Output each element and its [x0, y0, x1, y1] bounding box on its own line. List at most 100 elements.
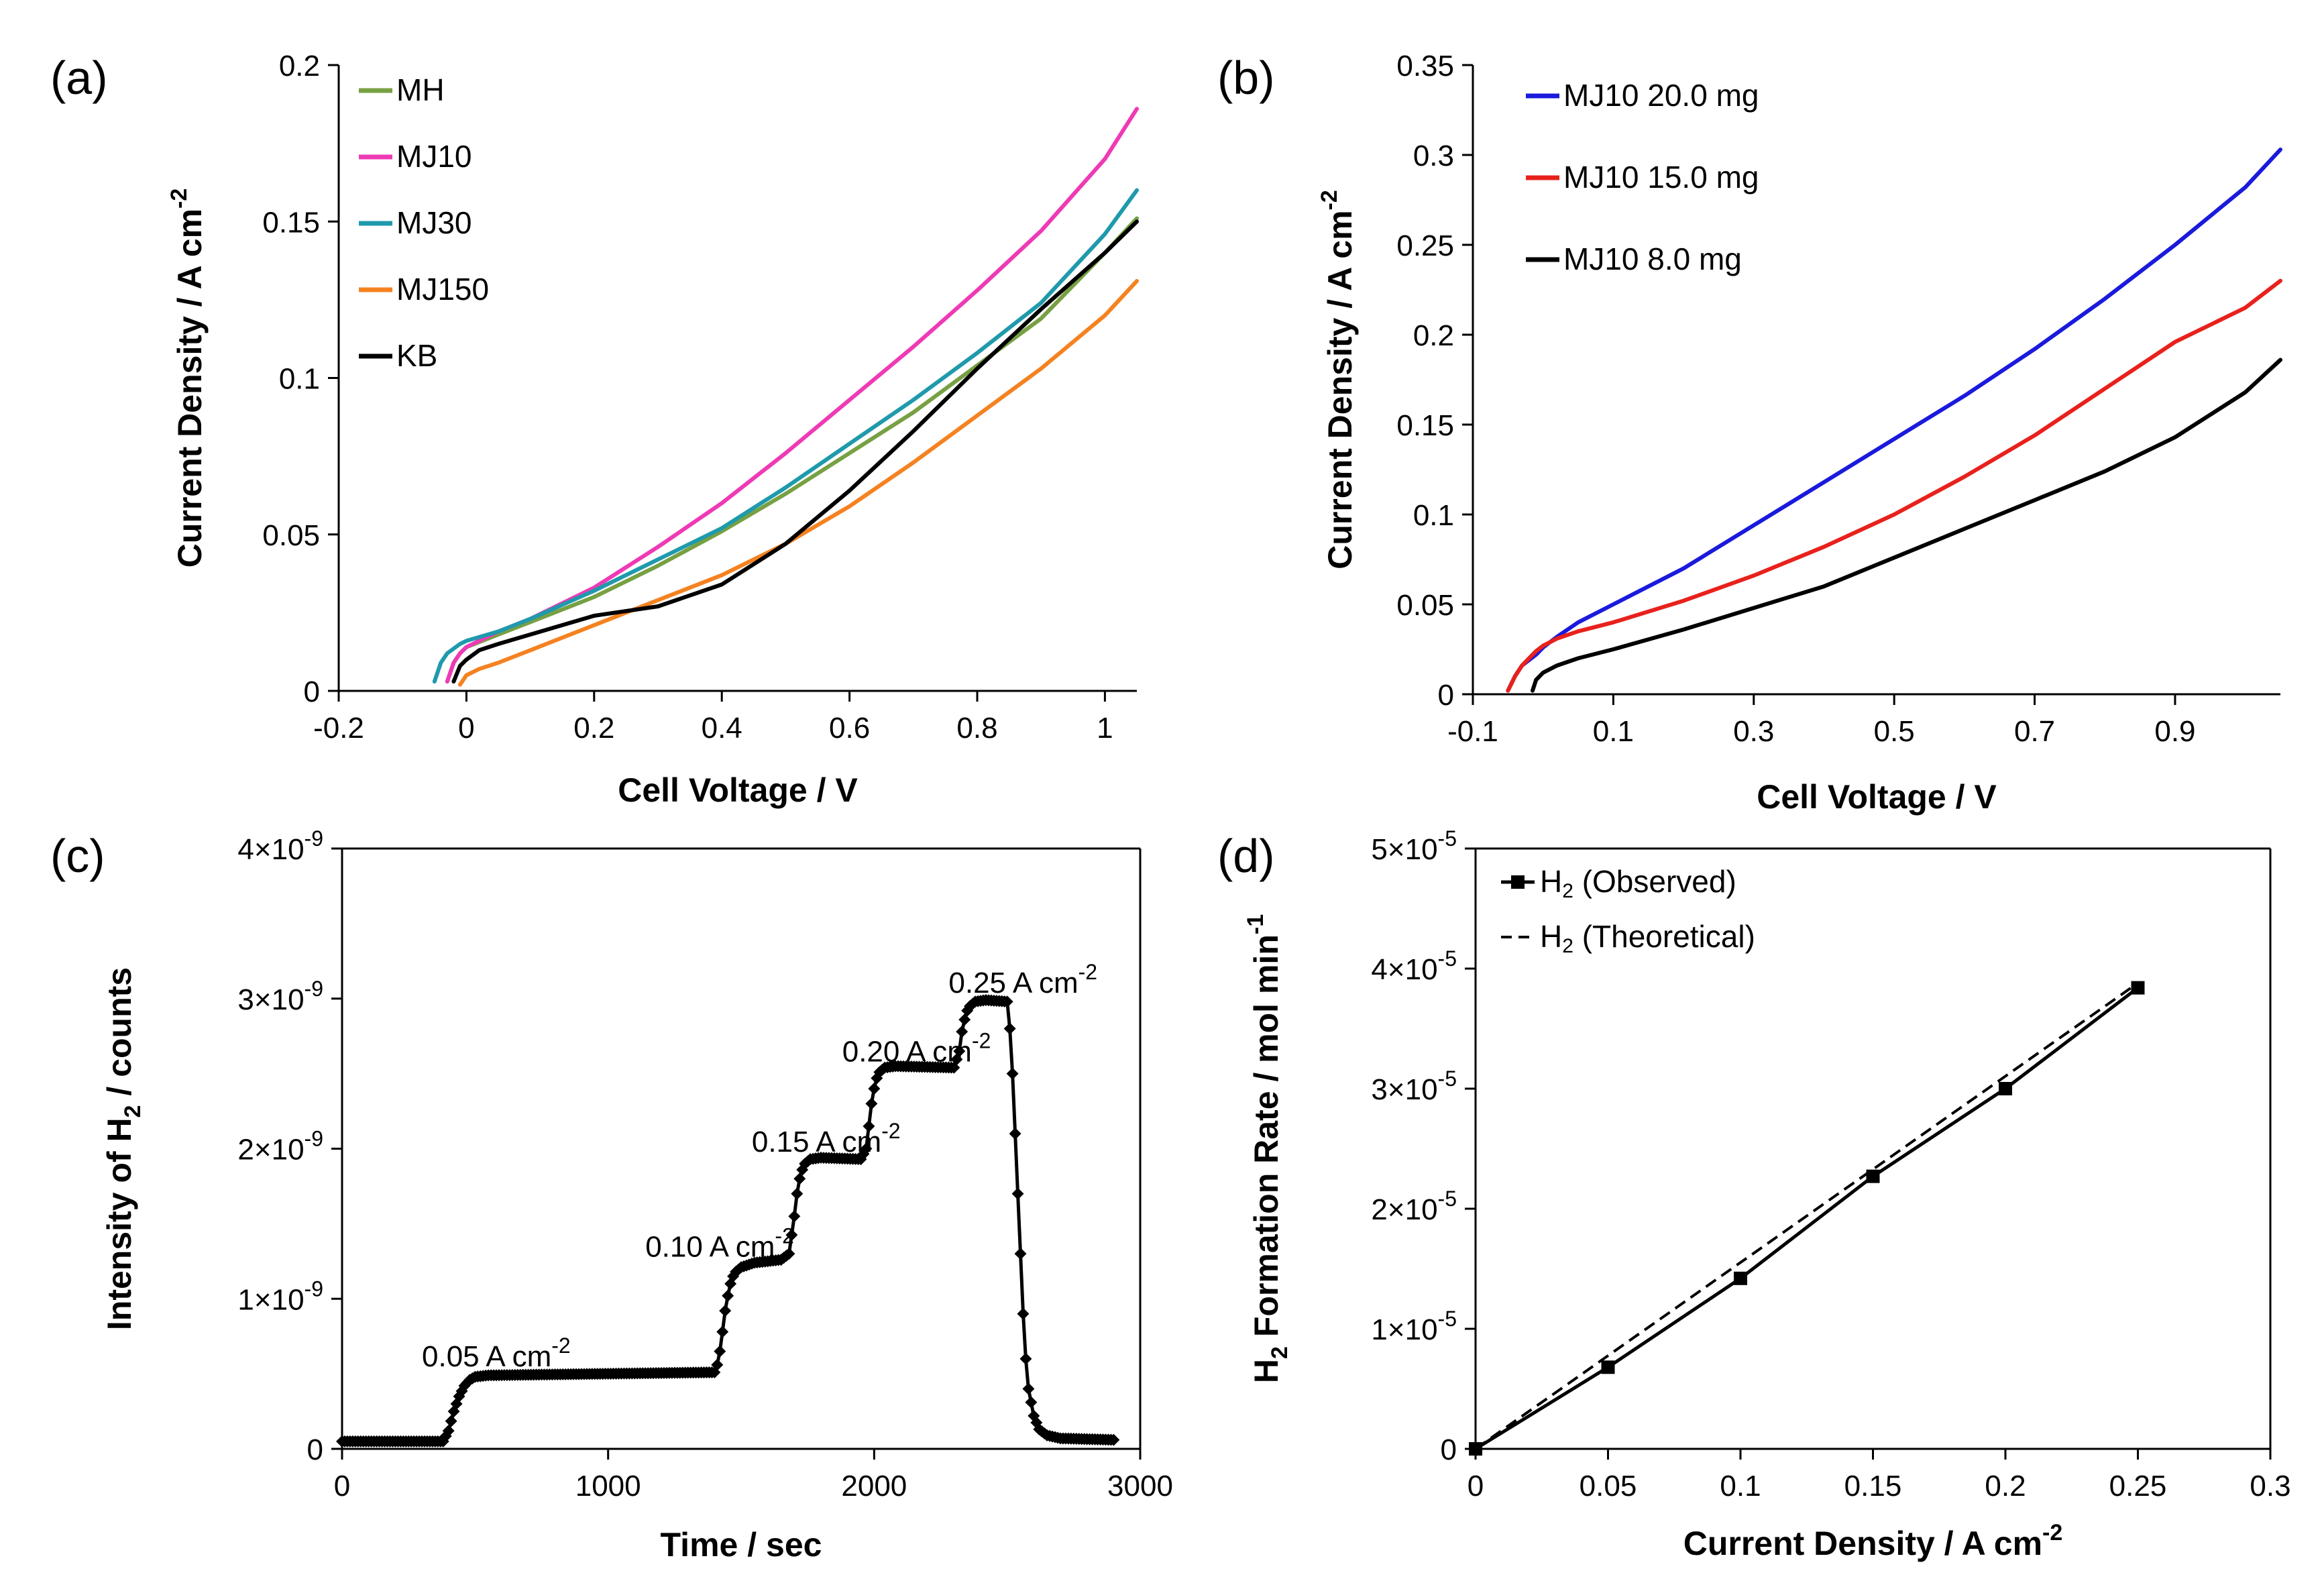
x-tick-label: 0.6 — [829, 712, 870, 745]
y-tick-label: 0.05 — [1396, 589, 1454, 622]
y-tick-exponent: -5 — [1438, 946, 1457, 971]
legend-label-sub: 2 — [1562, 880, 1573, 902]
data-point-diamond — [953, 1045, 966, 1058]
y-axis-title: Current Density / A cm-2 — [1317, 190, 1359, 569]
y-axis-title-sup: -1 — [1243, 914, 1268, 934]
data-point-square — [1999, 1082, 2012, 1095]
data-point-diamond — [1003, 1022, 1016, 1035]
y-axis-title-post: Formation Rate / mol min — [1248, 934, 1285, 1346]
y-tick-mantissa: 4 — [237, 833, 254, 866]
legend-label: MJ10 20.0 mg — [1563, 78, 1759, 113]
legend-label: MH — [396, 72, 445, 107]
y-axis-title-text: Current Density / A cm — [171, 209, 209, 567]
step-annotation-sup: -2 — [775, 1224, 793, 1248]
legend-label-sub: 2 — [1562, 935, 1573, 957]
y-tick-label: 0.25 — [1396, 229, 1454, 262]
y-axis-title-text: Current Density / A cm — [1321, 210, 1359, 569]
y-tick-label: 5×10-5 — [1371, 826, 1457, 866]
x-tick-label: 3000 — [1107, 1470, 1173, 1503]
y-tick-times-ten: ×10 — [1388, 953, 1438, 986]
y-tick-label: 0.15 — [262, 206, 320, 239]
x-axis-title-sup: -2 — [2042, 1520, 2062, 1545]
data-point-diamond — [868, 1083, 881, 1095]
y-tick-label: 1×10-9 — [237, 1276, 323, 1316]
legend-label-text: H — [1540, 864, 1562, 899]
step-annotation: 0.20 A cm-2 — [842, 1029, 991, 1069]
y-tick-times-ten: ×10 — [1388, 1073, 1438, 1106]
data-point-diamond — [1019, 1352, 1032, 1365]
x-tick-label: 0 — [334, 1470, 350, 1503]
step-annotation-sup: -2 — [551, 1333, 570, 1358]
x-tick-label: 0.2 — [573, 712, 614, 745]
y-tick-label: 0.3 — [1413, 140, 1454, 172]
panel-label: (c) — [50, 830, 105, 882]
step-annotation: 0.15 A cm-2 — [752, 1119, 901, 1158]
legend-label: MJ10 15.0 mg — [1563, 160, 1759, 195]
y-tick-mantissa: 3 — [1371, 1073, 1387, 1106]
legend-marker-square — [1511, 875, 1525, 889]
x-tick-label: 0 — [458, 712, 474, 745]
legend-label: H2 (Observed) — [1540, 864, 1736, 902]
panel-label: (b) — [1217, 52, 1275, 104]
y-tick-label: 0.05 — [262, 519, 320, 552]
series-line-2 — [432, 188, 1139, 684]
y-tick-label: 3×10-9 — [237, 977, 323, 1016]
y-tick-label: 0 — [304, 675, 320, 708]
y-tick-mantissa: 2 — [237, 1134, 254, 1166]
y-axis-title-pre: H — [1248, 1359, 1285, 1383]
panel-b-chart: (b) -0.1 0.1 0.3 0.5 0.7 0.9 0 0.05 0.1 0.15 0.2 0.2… — [1217, 50, 2282, 816]
panel-label: (d) — [1217, 830, 1275, 882]
data-point-diamond — [783, 1248, 795, 1260]
y-tick-mantissa: 1 — [237, 1283, 254, 1316]
series-line-0 — [1506, 148, 2282, 693]
x-tick-label: 0.5 — [1874, 715, 1915, 748]
y-tick-label: 4×10-9 — [237, 826, 323, 866]
legend-label-post: (Theoretical) — [1573, 919, 1755, 954]
legend-label-text: H — [1540, 919, 1562, 954]
series-line-1 — [445, 107, 1139, 684]
step-annotation: 0.05 A cm-2 — [422, 1333, 571, 1373]
data-point-diamond — [722, 1289, 734, 1302]
data-point-diamond — [1009, 1128, 1021, 1140]
y-tick-label: 0 — [307, 1433, 323, 1466]
y-tick-label: 0.1 — [279, 363, 320, 396]
panel-a-chart: (a)-0.2 0 0.2 0.4 0.6 0.8 100.050.10.150.2Cell… — [50, 50, 1139, 809]
y-axis-title-sup: -2 — [166, 188, 192, 209]
series-line-3 — [457, 278, 1139, 687]
step-annotation-text: 0.15 A cm — [752, 1126, 881, 1158]
data-point-diamond — [1022, 1382, 1035, 1395]
y-tick-times-ten: ×10 — [254, 833, 305, 866]
y-axis-title: Current Density / A cm-2 — [166, 188, 209, 568]
step-annotation-sup: -2 — [881, 1119, 900, 1143]
y-axis-title-sup: -2 — [1317, 190, 1342, 210]
step-annotation-text: 0.10 A cm — [645, 1231, 775, 1264]
data-point-diamond — [445, 1415, 457, 1427]
series-line-4 — [451, 219, 1139, 684]
x-axis-title-text: Time / sec — [661, 1526, 822, 1564]
data-point-diamond — [442, 1425, 455, 1437]
x-axis-title: Cell Voltage / V — [618, 771, 858, 809]
x-tick-label: 1 — [1097, 712, 1113, 745]
step-annotation-text: 0.25 A cm — [948, 967, 1078, 999]
series-line-0 — [1474, 986, 2140, 1451]
x-tick-label: -0.2 — [313, 712, 364, 745]
step-annotation-sup: -2 — [1078, 960, 1097, 984]
legend-label-post: (Observed) — [1573, 864, 1736, 899]
data-point-diamond — [1107, 1433, 1120, 1446]
y-axis-title-pre: Intensity of H — [101, 1117, 138, 1330]
x-tick-label: 2000 — [841, 1470, 907, 1503]
y-tick-exponent: -5 — [1438, 1067, 1457, 1091]
y-tick-exponent: -5 — [1438, 1307, 1457, 1331]
data-point-diamond — [958, 1014, 971, 1026]
x-axis-title-text: Cell Voltage / V — [1757, 778, 1997, 816]
x-tick-label: 0.25 — [2109, 1470, 2167, 1503]
x-tick-label: 0.2 — [1985, 1470, 2026, 1503]
data-point-square — [1601, 1360, 1615, 1374]
y-tick-times-ten: ×10 — [254, 983, 305, 1016]
y-tick-exponent: -9 — [305, 977, 323, 1001]
y-tick-label: 2×10-5 — [1371, 1187, 1457, 1226]
series-line-2 — [1531, 358, 2282, 693]
y-axis-title-sub: 2 — [1267, 1346, 1292, 1359]
